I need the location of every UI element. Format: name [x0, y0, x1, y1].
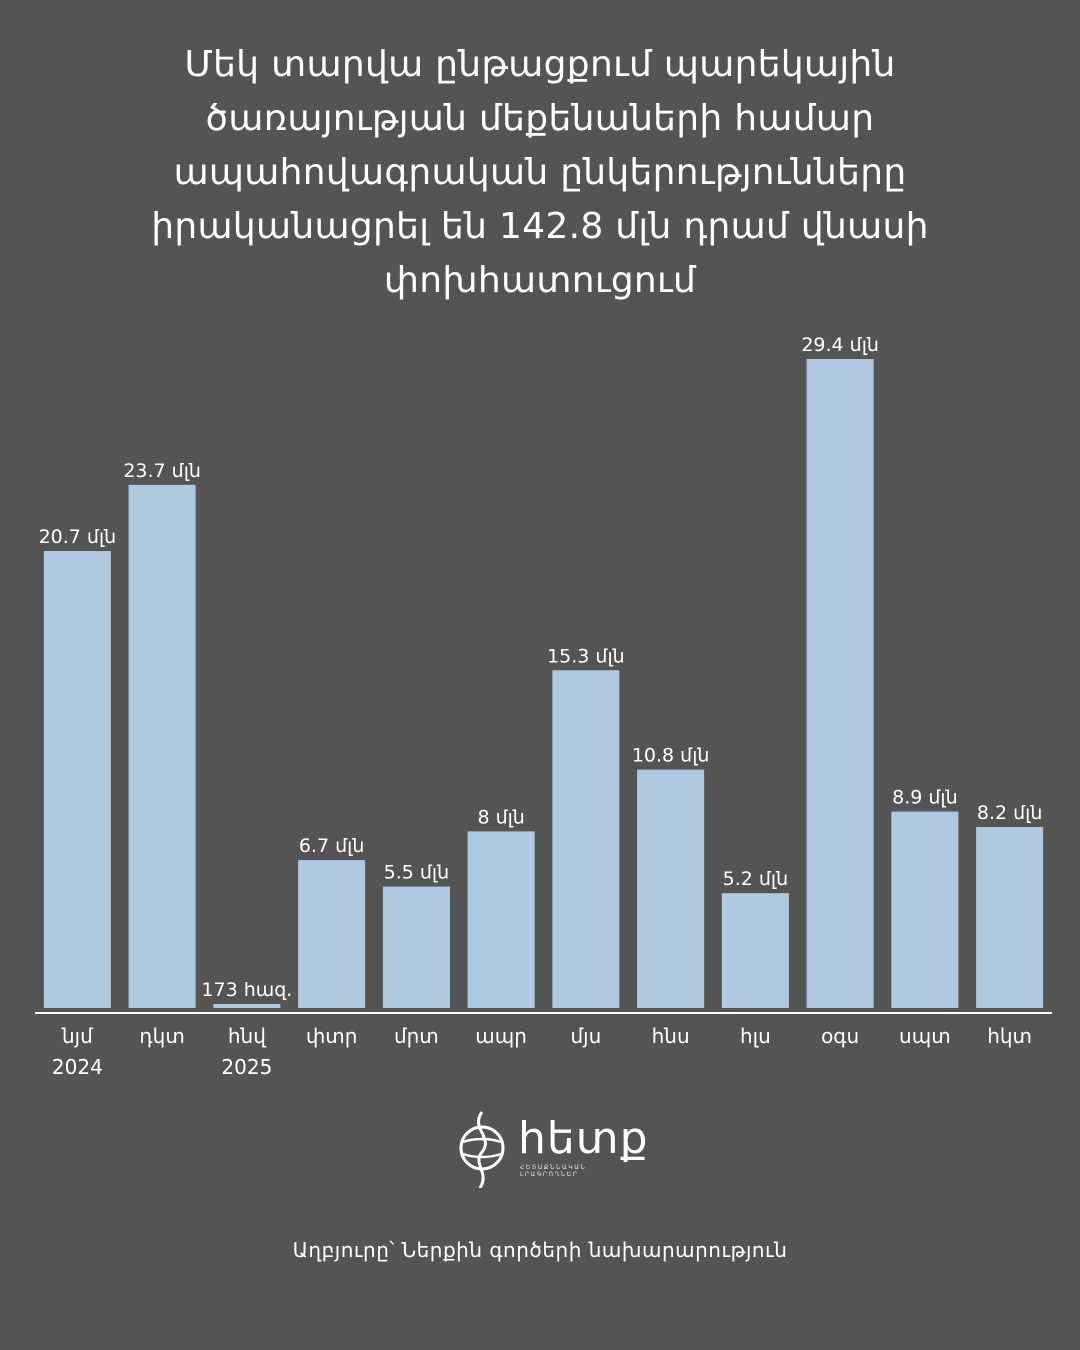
title-line: ապահովագրական ընկերությունները: [173, 152, 907, 193]
bar-chart: 20.7 մլն նյմ 2024 23.7 մլն դկտ 173 հազ. հնվ 202…: [35, 334, 1052, 1079]
data-label: 15.3 մլն: [547, 645, 625, 667]
logo-subtitle: ՀԵՏԱՔՆՆԱԿԱՆ ԼՐԱԳՐՈՂՆԵՐ: [520, 1164, 587, 1178]
bar: [552, 670, 620, 1008]
x-tick-label: հնս: [652, 1024, 690, 1048]
x-tick-label: 2024: [52, 1055, 103, 1079]
bar: [637, 769, 705, 1008]
bar: [382, 886, 450, 1008]
x-tick-label: հլս: [740, 1024, 771, 1048]
x-tick-label: ապր: [475, 1024, 527, 1048]
bar: [721, 893, 789, 1008]
x-tick-label: մյս: [570, 1024, 601, 1048]
bar: [213, 1004, 281, 1008]
data-label: 20.7 մլն: [39, 526, 117, 548]
bar: [891, 811, 959, 1008]
data-label: 8.2 մլն: [977, 802, 1043, 824]
data-label: 23.7 մլն: [123, 460, 201, 482]
bar: [806, 359, 874, 1008]
hetq-globe-icon: [459, 1111, 505, 1189]
data-label: 8.9 մլն: [892, 787, 958, 809]
x-tick-label: մրտ: [394, 1024, 439, 1048]
x-tick-label: 2025: [221, 1055, 272, 1079]
bar: [43, 551, 111, 1008]
bar: [467, 831, 535, 1008]
data-label: 5.2 մլն: [723, 868, 789, 890]
x-tick-label: նյմ: [61, 1024, 93, 1048]
title-line: ծառայության մեքենաների համար: [205, 98, 875, 139]
data-label: 29.4 մլն: [801, 334, 879, 356]
chart-title: Մեկ տարվա ընթացքում պարեկային ծառայությա…: [60, 38, 1020, 308]
x-tick-label: փտր: [306, 1024, 358, 1048]
data-label: 6.7 մլն: [299, 835, 365, 857]
x-tick-label: հկտ: [987, 1024, 1032, 1048]
bar: [128, 484, 196, 1008]
hetq-logo: հետք ՀԵՏԱՔՆՆԱԿԱՆ ԼՐԱԳՐՈՂՆԵՐ: [456, 1108, 649, 1189]
x-tick-label: սպտ: [899, 1024, 951, 1048]
bar: [298, 860, 366, 1008]
title-line: իրականացրել են 142.8 մլն դրամ վնասի: [151, 206, 929, 247]
bar: [976, 826, 1044, 1008]
x-tick-label: դկտ: [139, 1024, 184, 1048]
logo-wordmark: հետք: [518, 1113, 649, 1164]
title-line: փոխհատուցում: [383, 260, 697, 301]
data-label: 10.8 մլն: [632, 745, 710, 767]
x-tick-label: հնվ: [228, 1024, 266, 1048]
data-label: 5.5 մլն: [384, 862, 450, 884]
title-line: Մեկ տարվա ընթացքում պարեկային: [184, 44, 896, 85]
data-label: 173 հազ.: [201, 979, 292, 1001]
source-note: Աղբյուրը՝ Ներքին գործերի նախարարություն: [292, 1238, 788, 1262]
x-tick-label: օգս: [821, 1024, 859, 1048]
data-label: 8 մլն: [477, 806, 524, 828]
